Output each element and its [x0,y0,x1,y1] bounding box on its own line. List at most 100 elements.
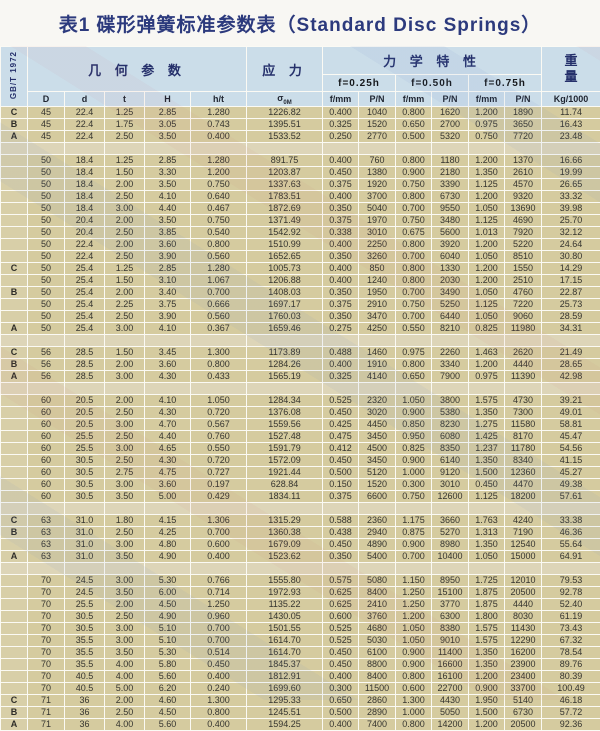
value-cell: 5320 [432,131,469,143]
value-cell: 0.800 [191,707,247,719]
value-cell: 1376.08 [247,407,323,419]
value-cell: 0.900 [396,659,432,671]
value-cell [505,143,542,155]
value-cell: 25.4 [65,299,105,311]
value-cell [505,335,542,347]
value-cell: 36 [65,695,105,707]
value-cell: 4.10 [145,395,191,407]
value-cell: 8400 [359,671,396,683]
value-cell: 0.500 [396,131,432,143]
value-cell [505,563,542,575]
value-cell: 0.900 [396,167,432,179]
value-cell: 1559.56 [247,419,323,431]
value-cell: 4.40 [145,203,191,215]
value-cell: 1.763 [469,515,505,527]
value-cell [432,143,469,155]
value-cell: 5.80 [145,659,191,671]
value-cell: 4470 [505,479,542,491]
value-cell: 2.75 [105,467,145,479]
value-cell: 1.150 [396,575,432,587]
value-cell [28,563,65,575]
value-cell: 1380 [359,167,396,179]
value-cell [65,503,105,515]
value-cell: 46.36 [542,527,600,539]
value-cell: 3700 [359,191,396,203]
value-cell: 0.488 [323,347,359,359]
group-gap-row [1,143,600,155]
value-cell: 3.00 [105,371,145,383]
value-cell: 4.70 [145,419,191,431]
value-cell: 4760 [505,287,542,299]
col-h-over-t: h/t [191,92,247,107]
value-cell: 1.350 [469,539,505,551]
value-cell: 8170 [505,431,542,443]
value-cell: 1.500 [469,707,505,719]
value-cell: 2.50 [105,707,145,719]
value-cell: 0.375 [323,491,359,503]
value-cell: 25.73 [542,299,600,311]
value-cell: 20.5 [65,395,105,407]
series-class-cell [1,491,28,503]
value-cell: 34.31 [542,323,600,335]
value-cell: 28.5 [65,371,105,383]
value-cell: 1.050 [396,623,432,635]
header-row-columns: D d t H h/t σ0M f/mm P/N f/mm P/N f/mm P… [1,92,600,107]
value-cell: 1.300 [396,695,432,707]
value-cell: 0.900 [396,407,432,419]
value-cell: 32.12 [542,227,600,239]
value-cell: 1.200 [469,239,505,251]
value-cell: 0.720 [191,407,247,419]
series-class-cell: B [1,287,28,299]
value-cell: 50 [28,251,65,263]
value-cell: 2.50 [105,227,145,239]
col-d: d [65,92,105,107]
value-cell: 3.75 [145,299,191,311]
value-cell: 1520 [359,119,396,131]
value-cell: 0.900 [396,539,432,551]
value-cell: 2360 [359,515,396,527]
value-cell: 2510 [505,275,542,287]
value-cell: 1.875 [469,599,505,611]
value-cell: 5.00 [105,683,145,695]
col-f3: f/mm [469,92,505,107]
value-cell: 9550 [432,203,469,215]
value-cell: 21.49 [542,347,600,359]
value-cell: 10400 [432,551,469,563]
value-cell: 4680 [359,623,396,635]
value-cell: 70 [28,599,65,611]
value-cell: 1.350 [469,647,505,659]
value-cell [247,503,323,515]
value-cell: 1533.52 [247,131,323,143]
value-cell: 4570 [505,179,542,191]
value-cell: 1950 [359,287,396,299]
value-cell: 63 [28,539,65,551]
value-cell: 9010 [432,635,469,647]
value-cell: 50 [28,275,65,287]
value-cell: 1284.26 [247,359,323,371]
value-cell: 36 [65,707,105,719]
value-cell: 0.540 [191,227,247,239]
value-cell: 4500 [359,443,396,455]
value-cell: 61.19 [542,611,600,623]
value-cell: 1.80 [105,515,145,527]
value-cell: 9120 [432,467,469,479]
series-class-cell [1,539,28,551]
value-cell: 1.125 [469,179,505,191]
value-cell: 4.00 [105,719,145,731]
value-cell: 2260 [432,347,469,359]
value-cell: 6080 [432,431,469,443]
value-cell: 3.00 [105,419,145,431]
value-cell: 0.700 [191,287,247,299]
value-cell: 1652.65 [247,251,323,263]
value-cell: 70 [28,683,65,695]
value-cell: 70 [28,635,65,647]
value-cell: 2030 [432,275,469,287]
value-cell [105,335,145,347]
value-cell [247,383,323,395]
value-cell: 31.0 [65,551,105,563]
